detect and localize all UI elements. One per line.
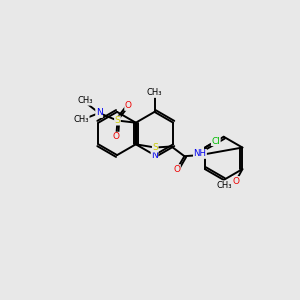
Text: CH₃: CH₃: [147, 88, 162, 98]
Text: O: O: [173, 165, 180, 174]
Text: O: O: [232, 176, 239, 185]
Text: S: S: [152, 143, 158, 152]
Text: N: N: [96, 109, 102, 118]
Text: CH₃: CH₃: [216, 181, 232, 190]
Text: Cl: Cl: [212, 136, 220, 146]
Text: NH: NH: [194, 149, 206, 158]
Text: N: N: [151, 151, 158, 160]
Text: O: O: [113, 132, 120, 141]
Text: O: O: [125, 101, 132, 110]
Text: S: S: [115, 116, 120, 125]
Text: CH₃: CH₃: [77, 96, 93, 105]
Text: CH₃: CH₃: [74, 115, 89, 124]
